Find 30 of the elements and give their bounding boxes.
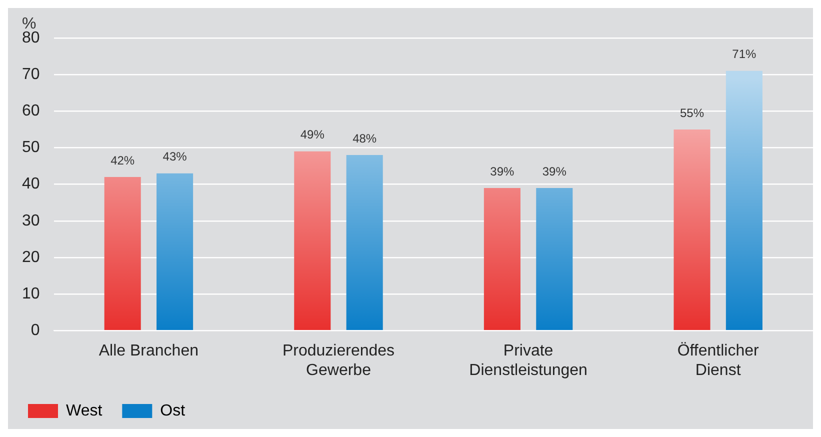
legend-label: Ost xyxy=(160,402,186,420)
bar xyxy=(104,176,141,330)
data-label: 42% xyxy=(110,153,135,168)
bar xyxy=(294,151,331,330)
data-label: 55% xyxy=(680,106,704,120)
bar xyxy=(674,129,710,330)
x-tick-label: Öffentlicher Dienst xyxy=(677,342,760,379)
y-tick-label: 60 xyxy=(22,102,40,120)
bar xyxy=(346,155,383,330)
y-tick-label: 70 xyxy=(22,66,40,83)
bar xyxy=(726,70,762,330)
bar xyxy=(536,188,573,330)
x-tick-label: Produzierendes Gewerbe xyxy=(282,342,395,379)
data-label: 39% xyxy=(490,164,515,178)
y-tick-label: 0 xyxy=(30,322,40,340)
data-label: 71% xyxy=(732,47,757,62)
legend-label: West xyxy=(66,402,103,420)
data-label: 39% xyxy=(542,164,567,178)
data-label: 49% xyxy=(300,128,325,142)
y-tick-label: 30 xyxy=(22,212,40,230)
y-tick-label: 40 xyxy=(22,176,40,193)
y-tick-label: 50 xyxy=(22,139,40,156)
bar xyxy=(484,188,520,330)
x-tick-label: Alle Branchen xyxy=(98,342,199,360)
bar xyxy=(156,173,194,330)
y-tick-label: 20 xyxy=(22,248,40,266)
data-label: 43% xyxy=(162,150,188,164)
x-tick-label: Private Dienstleistungen xyxy=(469,342,588,379)
y-tick-label: 10 xyxy=(22,285,40,302)
data-label: 48% xyxy=(352,131,377,146)
